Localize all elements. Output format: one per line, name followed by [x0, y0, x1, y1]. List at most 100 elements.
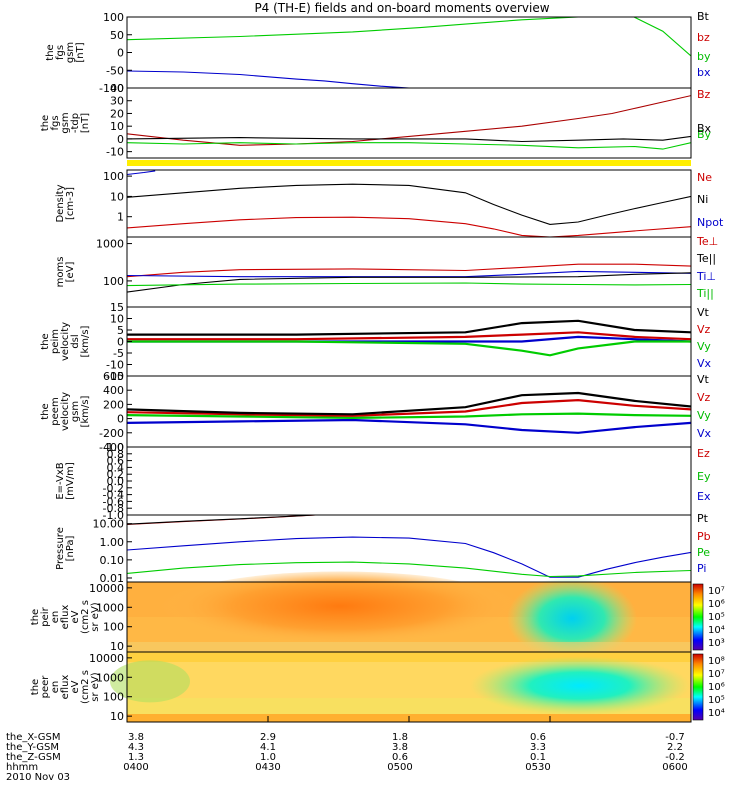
y-tick-label: -0.2 [103, 482, 124, 495]
series-line-vz [127, 398, 691, 417]
panel-frame [126, 16, 692, 89]
spectrogram-top-band [127, 652, 691, 662]
colorbar-tick-label: 10⁷ [708, 669, 725, 680]
y-tick-label: 0 [117, 133, 124, 146]
series-line-bz [127, 95, 691, 146]
orbit-cell: 0.6 [530, 732, 546, 743]
ylabel-line: the [45, 44, 56, 60]
series-line-vy [127, 412, 691, 420]
y-tick-label: 1.0 [107, 441, 125, 454]
spectrogram-cold-region [507, 576, 637, 661]
series-line-te [127, 272, 691, 293]
series-line-ti [127, 282, 691, 287]
series-group [127, 170, 691, 237]
y-tick-label: 10 [110, 640, 124, 653]
legend-ez: Ez [697, 447, 710, 460]
y-tick-label: 30 [110, 95, 124, 108]
ylabel-line: [mV/m] [65, 462, 76, 500]
orbit-row-label: the_X-GSM [6, 732, 60, 743]
ylabel-line: eflux [60, 605, 71, 630]
spectrogram-cold-region [470, 656, 690, 715]
ylabel-line: gsm [65, 42, 76, 63]
series-line-vt [127, 319, 691, 336]
legend-ti: Ti|| [696, 287, 714, 300]
series-line-vx [127, 418, 691, 434]
ylabel-line: eflux [60, 675, 71, 700]
series-line-npot [127, 170, 156, 176]
legend-bx: Bx [697, 122, 712, 135]
legend-bx: bx [697, 66, 711, 79]
panel-frame [126, 87, 692, 159]
y-tick-label: 10 [110, 710, 124, 723]
y-tick-label: 10 [110, 313, 124, 326]
y-tick-label: 0 [117, 413, 124, 426]
ylabel-line: sr eV) [90, 602, 101, 631]
series-group [127, 515, 691, 578]
legend-vy: Vy [697, 340, 711, 353]
y-tick-label: -400 [99, 441, 124, 454]
orbit-table: the_X-GSM 3.8 2.9 1.8 0.6 -0.7 the_Y-GSM 4.3 4.1… [6, 732, 688, 783]
ylabel-line: (cm2 s [80, 600, 91, 634]
series-line-ti [127, 270, 691, 278]
panel-frame [126, 514, 692, 583]
panel-4: moms [eV] 1000 100 Te⊥ Te|| Ti⊥ Ti|| [55, 235, 718, 308]
ylabel: Pressure [nPa] [55, 527, 76, 570]
y-tick-label: 0 [117, 47, 124, 60]
orbit-cell: -0.7 [665, 732, 685, 743]
orbit-cell: 0400 [123, 762, 148, 773]
ylabel-line: [nPa] [65, 535, 76, 561]
legend-vx: Vx [697, 427, 712, 440]
y-tick-label: 0.10 [100, 554, 125, 567]
ylabel-line: dsl [70, 334, 81, 348]
y-tick-label: -0.8 [103, 502, 124, 515]
legend-vt: Vt [697, 306, 710, 319]
ylabel-line: fgs [55, 45, 66, 60]
orbit-cell: 0430 [255, 762, 280, 773]
ylabel-line: peem [50, 397, 61, 425]
orbit-row-label: the_Z-GSM [6, 752, 61, 763]
series-line-bx [127, 135, 691, 143]
orbit-cell: -0.2 [665, 752, 685, 763]
legend-by: by [697, 50, 711, 63]
legend-te: Te⊥ [696, 235, 718, 248]
ylabel: E=-VxB [mV/m] [55, 462, 76, 500]
y-tick-label: 1000 [96, 601, 124, 614]
spectrogram-hot-region [160, 571, 520, 649]
orbit-cell: 4.3 [128, 742, 144, 753]
legend-vz: Vz [697, 391, 711, 404]
colorbar-tick-label: 10⁶ [708, 599, 725, 610]
y-tick-label: 200 [103, 398, 124, 411]
ylabel-line: velocity [60, 322, 71, 361]
ylabel-line: [nT] [75, 42, 86, 62]
ylabel-line: fgs [50, 115, 61, 130]
legend-pe: Pe [697, 546, 710, 559]
panel-3: Density [cm-3] 100 10 1 Ne Ni Npot [55, 169, 724, 238]
ylabel-line: peim [50, 329, 61, 354]
legend-pi: Pi [697, 562, 706, 575]
y-tick-label: 0.4 [107, 461, 125, 474]
y-tick-label: 10000 [89, 652, 124, 665]
y-tick-label: 40 [110, 82, 124, 95]
legend-vt: Vt [697, 373, 710, 386]
orbit-cell: 2.2 [667, 742, 683, 753]
ylabel-line: the [40, 115, 51, 131]
series-group [127, 17, 691, 88]
ylabel-line: the [30, 679, 41, 695]
series-group [127, 263, 691, 293]
legend-by: By [697, 128, 712, 141]
ylabel-line: (cm2 s [80, 670, 91, 704]
orbit-row-label: hhmm [6, 762, 38, 773]
ylabel-line: [cm-3] [65, 187, 76, 220]
y-tick-label: 15 [110, 301, 124, 314]
y-tick-label: -200 [99, 427, 124, 440]
ylabel: the fgs gsm [nT] [45, 42, 86, 63]
y-tick-label: 50 [110, 29, 124, 42]
series-line-pi [127, 536, 691, 578]
series-line-pe [127, 561, 691, 578]
ylabel-line: eV [70, 680, 81, 693]
ylabel-line: sr eV) [90, 672, 101, 701]
series-group [127, 95, 691, 150]
